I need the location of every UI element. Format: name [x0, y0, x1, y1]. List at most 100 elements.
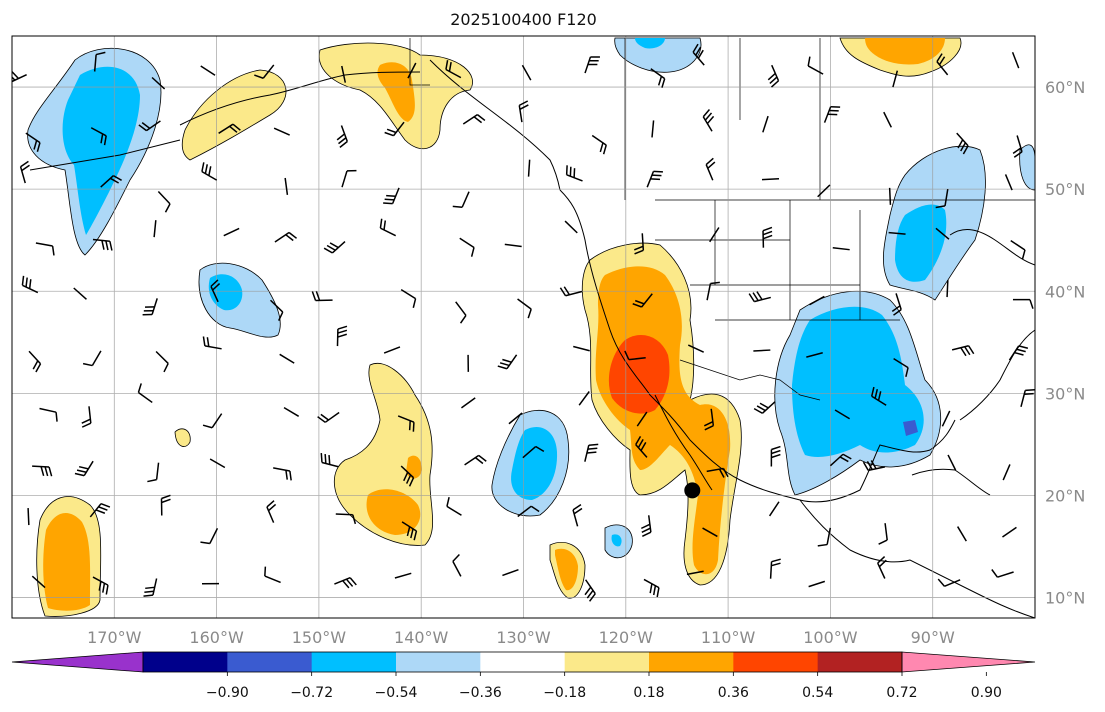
- lon-tick-label: 170°W: [87, 628, 142, 647]
- wind-barb: [1002, 464, 1011, 481]
- wind-barb: [767, 64, 780, 88]
- wind-barb: [273, 127, 290, 136]
- wind-barb: [269, 299, 284, 321]
- wind-barb: [25, 132, 41, 152]
- wind-barb: [19, 160, 30, 184]
- wind-barb: [634, 233, 645, 255]
- lon-tick-label: 100°W: [803, 628, 858, 647]
- lon-tick-label: 110°W: [701, 628, 756, 647]
- anomaly-region-pos: [43, 512, 91, 611]
- wind-barb: [584, 56, 600, 74]
- wind-barb: [279, 353, 295, 364]
- colorbar-tick-label: 0.54: [802, 685, 833, 701]
- wind-barb: [878, 523, 888, 545]
- wind-barb: [636, 411, 648, 427]
- wind-barb: [407, 62, 417, 79]
- political-borders: [409, 38, 1035, 401]
- wind-barb: [1008, 345, 1029, 361]
- wind-barb: [584, 579, 596, 602]
- wind-barb: [1004, 174, 1013, 191]
- colorbar-bin: [143, 652, 228, 672]
- anomaly-region-neg: [62, 66, 140, 235]
- wind-barb: [883, 111, 893, 128]
- colorbar-bin: [396, 652, 481, 672]
- wind-barb: [753, 349, 771, 352]
- anomaly-region-pos: [181, 69, 287, 161]
- wind-barb: [706, 467, 729, 478]
- anomaly-region-pos: [608, 335, 670, 414]
- wind-barb: [584, 443, 599, 462]
- wind-barb: [153, 220, 157, 238]
- wind-barb: [517, 298, 532, 319]
- colorbar-bin: [311, 652, 397, 672]
- wind-barb: [935, 189, 949, 209]
- wind-barb: [254, 64, 275, 79]
- wind-barb: [991, 569, 1014, 578]
- wind-barb: [951, 345, 975, 357]
- wind-barb: [502, 569, 519, 577]
- wind-barb: [31, 575, 46, 589]
- wind-barb: [687, 344, 705, 353]
- wind-barb: [572, 503, 583, 527]
- wind-barb: [383, 187, 400, 205]
- wind-barb: [888, 187, 892, 205]
- wind-barb: [762, 115, 769, 133]
- wind-barb: [379, 218, 397, 237]
- wind-barb: [521, 64, 532, 81]
- wind-barb: [888, 231, 906, 235]
- colorbar-tick-label: −0.18: [543, 685, 586, 701]
- wind-barb: [81, 406, 92, 428]
- anomaly-region-neg: [903, 420, 918, 436]
- anomaly-region-pos: [377, 62, 415, 122]
- lon-tick-label: 90°W: [911, 628, 955, 647]
- wind-barb: [100, 175, 122, 188]
- wind-barb: [761, 177, 780, 181]
- wind-barb: [936, 53, 949, 76]
- wind-barb: [635, 436, 648, 458]
- colorbar-bin: [649, 652, 734, 672]
- colorbar-bin: [817, 652, 903, 672]
- wind-barb: [317, 411, 340, 423]
- wind-barb: [947, 454, 957, 471]
- anomaly-region-neg: [792, 306, 924, 457]
- coastlines: [29, 59, 1035, 618]
- lat-tick-label: 30°N: [1045, 384, 1085, 403]
- wind-barb: [160, 494, 171, 516]
- wind-barb: [400, 288, 417, 309]
- wind-barb: [273, 467, 292, 481]
- anomaly-region-neg: [895, 204, 947, 282]
- wind-barb: [643, 578, 660, 598]
- wind-barb: [461, 397, 476, 409]
- anomaly-region-pos: [406, 455, 422, 479]
- wind-barb: [834, 409, 851, 420]
- longitude-labels: 170°W 160°W 150°W 140°W 130°W 120°W 110°W 100°W…: [87, 628, 955, 647]
- wind-barb: [748, 291, 771, 303]
- colorbar-bin: [733, 652, 819, 672]
- wind-barb: [769, 558, 781, 579]
- wind-barb: [504, 243, 522, 248]
- gridlines: [12, 36, 1035, 618]
- wind-barb: [870, 386, 887, 406]
- wind-barb: [522, 445, 545, 459]
- wind-barb: [1010, 239, 1026, 260]
- wind-barb: [335, 513, 357, 525]
- anomaly-region-pos: [174, 428, 191, 447]
- wind-barb: [692, 43, 705, 66]
- wind-barb: [632, 293, 653, 308]
- wind-barb: [218, 123, 241, 134]
- anomaly-region-pos: [555, 548, 578, 591]
- colorbar-extension-low: [11, 651, 144, 673]
- wind-barb: [706, 281, 720, 301]
- wind-barb: [508, 412, 523, 425]
- lat-tick-label: 20°N: [1045, 486, 1085, 505]
- wind-barb: [646, 170, 663, 188]
- latitude-labels: 10°N 20°N 30°N 40°N 50°N 60°N: [1045, 78, 1085, 608]
- colorbar-labels: −0.90 −0.72 −0.54 −0.36 −0.18 0.18 0.36 0.54 0.7…: [206, 672, 1002, 701]
- lon-tick-label: 120°W: [599, 628, 654, 647]
- wind-barb: [200, 527, 219, 545]
- wind-barb: [806, 351, 823, 358]
- wind-barb: [527, 159, 531, 177]
- wind-barb: [807, 56, 824, 75]
- wind-barb: [12, 71, 27, 83]
